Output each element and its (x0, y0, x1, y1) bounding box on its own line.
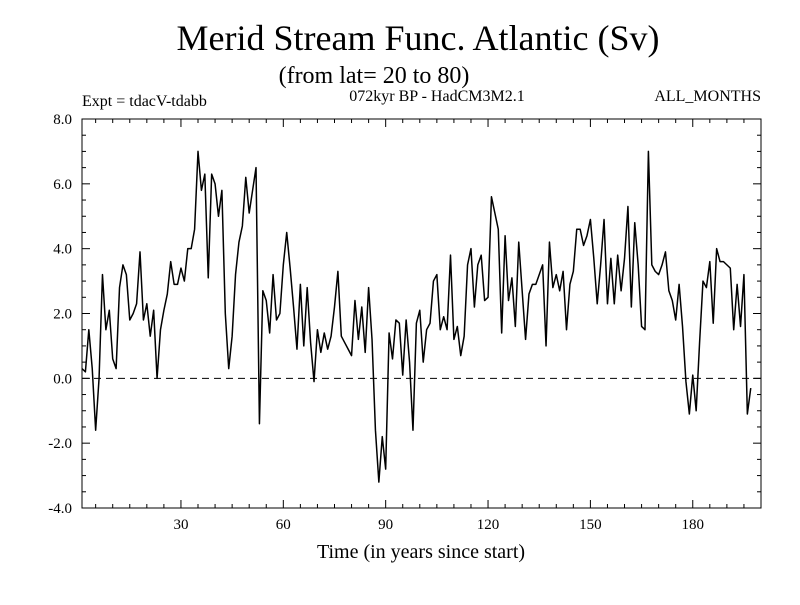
tick-labels-layer: -4.0 -2.0 0.0 2.0 4.0 6.0 8.0 30 60 90 120 150 180 (48, 112, 704, 533)
chart-title: Merid Stream Func. Atlantic (Sv) (177, 18, 660, 58)
series-line (81, 150, 752, 483)
y-tick-label: 2.0 (53, 307, 72, 323)
x-tick-label: 120 (477, 517, 500, 533)
model-label: 072kyr BP - HadCM3M2.1 (349, 88, 524, 105)
period-label: ALL_MONTHS (654, 88, 761, 105)
chart-subtitle: (from lat= 20 to 80) (279, 63, 470, 89)
x-axis-label: Time (in years since start) (317, 541, 525, 563)
y-tick-label: 4.0 (53, 242, 72, 258)
x-tick-label: 180 (682, 517, 705, 533)
plot-area (81, 118, 762, 509)
x-tick-label: 60 (276, 517, 291, 533)
y-tick-label: 6.0 (53, 177, 72, 193)
y-tick-label: -2.0 (48, 436, 72, 452)
ticks-layer (82, 118, 762, 509)
x-tick-label: 30 (173, 517, 188, 533)
experiment-label: Expt = tdacV-tdabb (82, 93, 207, 110)
x-tick-label: 150 (579, 517, 602, 533)
y-tick-label: -4.0 (48, 501, 72, 517)
y-tick-label: 8.0 (53, 112, 72, 128)
y-tick-label: 0.0 (53, 371, 72, 387)
x-tick-label: 90 (378, 517, 393, 533)
